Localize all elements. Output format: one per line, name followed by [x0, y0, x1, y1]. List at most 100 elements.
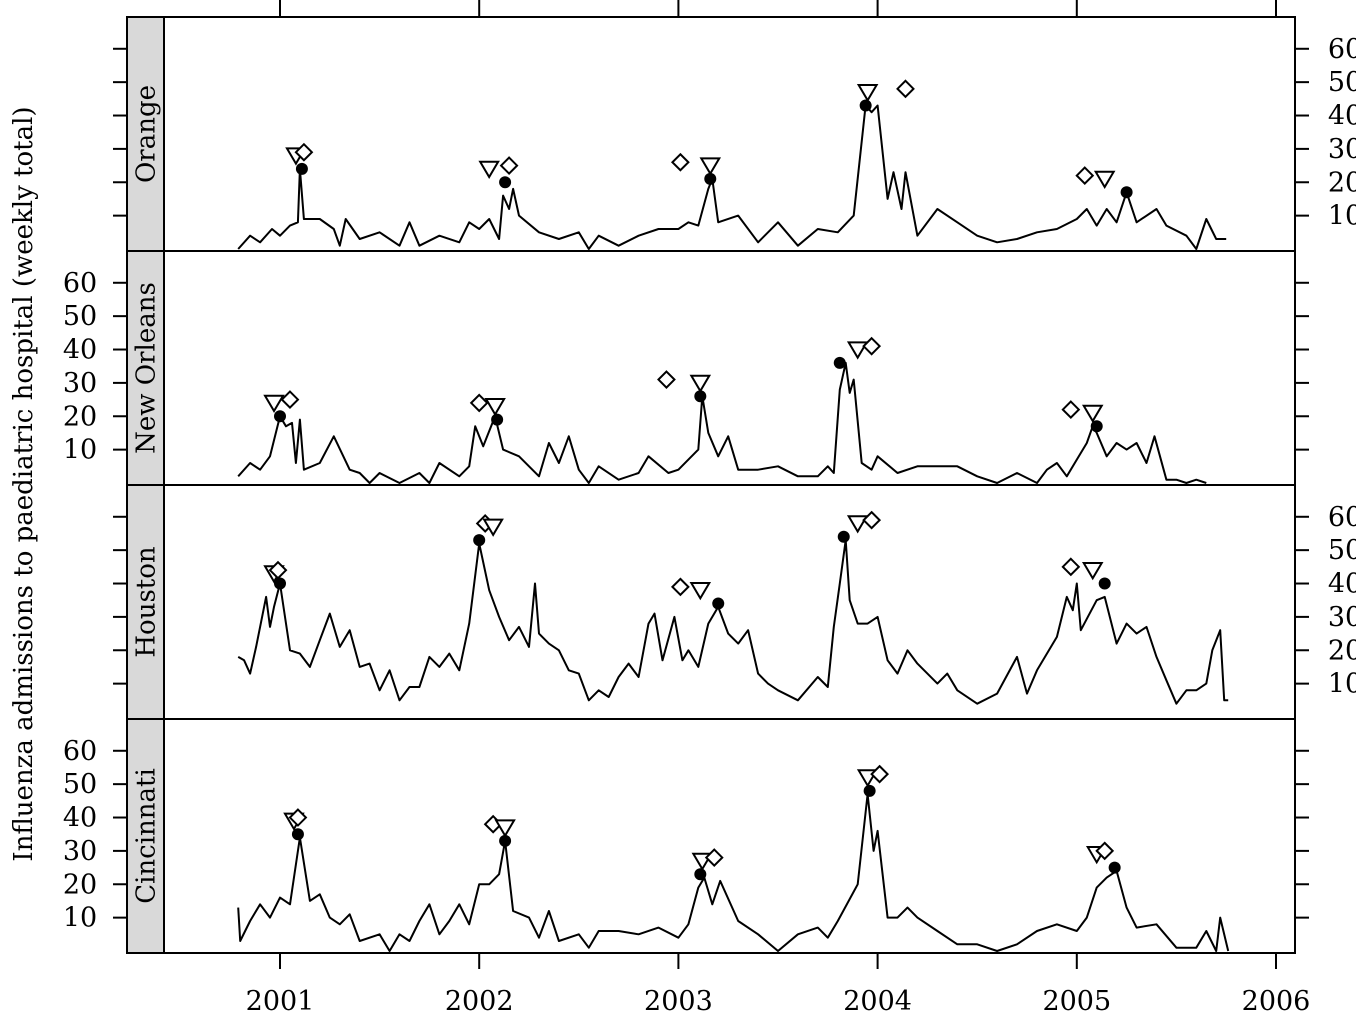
y-tick-label: 40	[63, 335, 97, 366]
y-tick-label: 50	[63, 769, 97, 800]
series-line	[237, 793, 1230, 952]
diamond-marker	[670, 577, 690, 597]
panel-strip-label: Houston	[132, 546, 162, 658]
peak-marker	[863, 784, 876, 797]
peak-marker	[859, 99, 872, 112]
peak-marker	[291, 828, 304, 841]
x-tick-label: 2002	[445, 986, 514, 1017]
peak-marker	[274, 577, 286, 590]
series-line	[237, 104, 1227, 250]
diamond-marker	[657, 370, 676, 389]
panel-strip-label: New Orleans	[132, 282, 162, 454]
diamond-marker	[862, 510, 882, 530]
y-tick-label: 30	[1328, 134, 1356, 165]
y-tick-label: 10	[1328, 669, 1356, 700]
y-tick-label: 20	[1328, 167, 1356, 198]
peak-marker	[274, 410, 286, 423]
triangle-marker	[1081, 404, 1104, 423]
peak-marker	[833, 356, 846, 369]
peak-marker	[837, 530, 850, 543]
y-tick-label: 30	[63, 368, 97, 399]
y-tick-label: 60	[63, 736, 97, 767]
y-tick-label: 60	[1328, 502, 1356, 533]
x-tick-label: 2006	[1242, 986, 1311, 1017]
peak-marker	[473, 534, 486, 547]
triangle-marker	[1081, 561, 1104, 581]
diamond-marker	[268, 560, 288, 580]
y-tick-label: 40	[1328, 101, 1356, 132]
peak-marker	[694, 868, 707, 881]
panel-strip-label: Cincinnati	[132, 768, 162, 904]
diamond-marker	[870, 764, 890, 784]
y-axis-title: Influenza admissions to paediatric hospi…	[9, 106, 39, 861]
triangle-marker	[846, 341, 869, 360]
y-tick-label: 30	[1328, 602, 1356, 633]
y-tick-label: 60	[1328, 34, 1356, 65]
triangle-marker	[478, 160, 500, 179]
diamond-marker	[862, 336, 882, 356]
triangle-marker	[263, 394, 285, 413]
peak-marker	[499, 176, 512, 189]
diamond-marker	[1075, 166, 1095, 186]
y-tick-label: 10	[1328, 201, 1356, 232]
y-tick-label: 50	[63, 301, 97, 332]
panel-frame	[163, 484, 1296, 720]
triangle-marker	[856, 83, 879, 103]
peak-marker	[499, 834, 512, 847]
diamond-marker	[280, 390, 300, 409]
diamond-marker	[288, 808, 308, 827]
panel-strip-label: Orange	[132, 85, 162, 183]
y-tick-label: 20	[63, 401, 97, 432]
x-tick-label: 2004	[843, 986, 912, 1017]
diamond-marker	[1061, 400, 1081, 420]
y-tick-label: 50	[1328, 535, 1356, 566]
y-tick-label: 40	[63, 803, 97, 834]
axes-layer: 2001 2002 2003 2004 2005 2006	[246, 0, 1311, 1017]
y-tick-label: 20	[63, 869, 97, 900]
diamond-marker	[670, 152, 690, 172]
diamond-marker	[1095, 841, 1115, 861]
triangle-marker	[482, 518, 504, 537]
triangle-marker	[1093, 170, 1116, 189]
peak-marker	[694, 390, 707, 403]
diamond-marker	[499, 156, 519, 175]
x-tick-label: 2001	[246, 986, 315, 1017]
triangle-marker	[484, 398, 506, 417]
peak-marker	[1120, 186, 1133, 199]
panel-strip	[126, 16, 165, 252]
panel-frame	[163, 718, 1296, 954]
diamond-marker	[469, 393, 489, 413]
triangle-marker	[689, 374, 712, 393]
peak-marker	[491, 413, 504, 426]
peak-marker	[712, 597, 725, 610]
triangle-marker	[846, 515, 869, 534]
peak-marker	[1098, 577, 1111, 590]
triangle-marker	[699, 157, 722, 176]
diamond-marker	[896, 79, 915, 99]
triangle-marker	[494, 819, 516, 838]
peak-marker	[704, 172, 717, 185]
diamond-marker	[704, 848, 724, 867]
peak-marker	[295, 162, 308, 175]
x-tick-label: 2003	[644, 986, 713, 1017]
diamond-marker	[294, 142, 314, 162]
y-tick-label: 30	[63, 836, 97, 867]
y-tick-label: 40	[1328, 569, 1356, 600]
y-tick-label: 20	[1328, 635, 1356, 666]
series-line	[237, 539, 1229, 705]
y-tick-label: 10	[63, 903, 97, 934]
x-tick-label: 2005	[1042, 986, 1111, 1017]
y-tick-label: 10	[63, 435, 97, 466]
panel-frame	[163, 16, 1296, 252]
series-line	[237, 361, 1207, 484]
triangle-marker	[689, 581, 712, 601]
diamond-marker	[1061, 557, 1081, 577]
y-tick-label: 60	[63, 268, 97, 299]
peak-marker	[1108, 861, 1121, 874]
